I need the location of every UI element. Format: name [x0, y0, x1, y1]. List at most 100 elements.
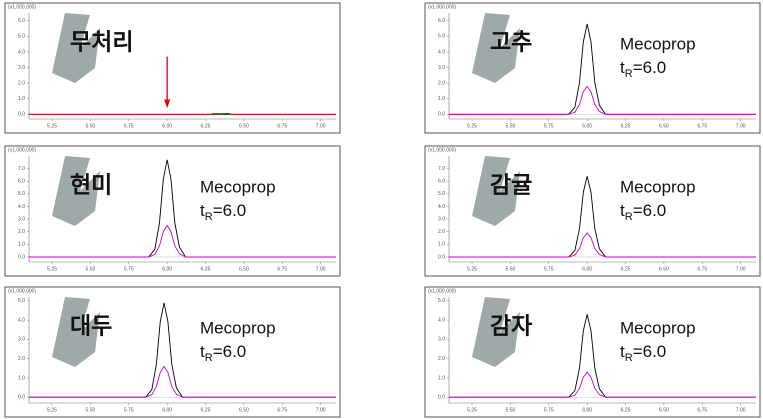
compound-label: Mecoprop: [200, 177, 276, 196]
x-tick-label: 5.25: [467, 407, 477, 413]
y-unit: (x1,000,000): [8, 4, 36, 10]
y-tick-label: 0.0: [438, 254, 445, 260]
trace: [29, 112, 336, 115]
x-tick-label: 5.50: [86, 407, 96, 413]
y-tick-label: 2.0: [18, 229, 25, 235]
y-unit: (x1,000,000): [8, 288, 36, 294]
x-tick-label: 6.00: [162, 123, 172, 129]
trace: [29, 365, 336, 398]
x-tick-label: 7.00: [736, 407, 746, 413]
y-tick-label: 5.0: [438, 191, 445, 197]
x-tick-label: 5.75: [124, 407, 134, 413]
x-tick-label: 6.00: [162, 407, 172, 413]
x-tick-label: 5.25: [467, 266, 477, 272]
x-tick-label: 6.75: [277, 123, 287, 129]
compound-label: Mecoprop: [620, 318, 696, 337]
x-tick-label: 6.25: [201, 266, 211, 272]
x-tick-label: 6.00: [582, 123, 592, 129]
y-tick-label: 3.0: [438, 216, 445, 222]
y-tick-label: 0.0: [18, 112, 25, 118]
y-tick-label: 7.0: [438, 166, 445, 172]
y-tick-label: 3.0: [18, 337, 25, 343]
retention-subscript: R: [205, 211, 213, 223]
x-tick-label: 7.00: [736, 123, 746, 129]
x-tick-label: 7.00: [736, 266, 746, 272]
x-tick-label: 5.75: [124, 266, 134, 272]
retention-label: tR=6.0: [620, 58, 666, 79]
retention-value: =6.0: [633, 201, 667, 220]
trace: [449, 23, 756, 115]
y-tick-label: 6.0: [438, 18, 445, 24]
trace: [449, 85, 756, 115]
brush-stroke: [52, 297, 100, 367]
y-tick-label: 0.0: [18, 395, 25, 401]
retention-subscript: R: [625, 68, 633, 80]
y-tick-label: 5.0: [18, 298, 25, 304]
x-tick-label: 5.50: [86, 123, 96, 129]
x-tick-label: 5.25: [467, 123, 477, 129]
trace: [29, 302, 336, 398]
y-tick-label: 1.0: [438, 375, 445, 381]
retention-value: =6.0: [633, 58, 667, 77]
y-unit: (x1,000,000): [428, 147, 456, 153]
trace: [29, 159, 336, 258]
y-unit: (x1,000,000): [428, 4, 456, 10]
trace: [29, 224, 336, 258]
panel-title: 감자: [490, 314, 532, 340]
y-tick-label: 3.0: [438, 337, 445, 343]
x-tick-label: 5.75: [544, 266, 554, 272]
brush-stroke: [52, 156, 100, 226]
y-tick-label: 1.0: [438, 242, 445, 248]
x-tick-label: 5.75: [544, 407, 554, 413]
y-tick-label: 2.0: [18, 80, 25, 86]
y-tick-label: 4.0: [18, 204, 25, 210]
x-tick-label: 5.25: [47, 266, 57, 272]
y-unit: (x1,000,000): [428, 288, 456, 294]
x-tick-label: 6.50: [239, 407, 249, 413]
retention-label: tR=6.0: [200, 342, 246, 363]
x-tick-label: 6.75: [277, 266, 287, 272]
x-tick-label: 5.50: [506, 266, 516, 272]
retention-subscript: R: [205, 352, 213, 364]
panel-title: 대두: [70, 314, 112, 340]
x-tick-label: 5.75: [124, 123, 134, 129]
y-tick-label: 3.0: [18, 216, 25, 222]
brush-stroke: [472, 156, 520, 226]
x-tick-label: 6.00: [582, 407, 592, 413]
x-tick-label: 6.25: [621, 266, 631, 272]
brush-stroke: [472, 297, 520, 367]
x-tick-label: 7.00: [316, 123, 326, 129]
x-tick-label: 6.25: [621, 407, 631, 413]
retention-label: tR=6.0: [200, 201, 246, 222]
retention-symbol: t: [620, 342, 625, 361]
y-tick-label: 2.0: [438, 356, 445, 362]
x-tick-label: 6.75: [697, 407, 707, 413]
y-tick-label: 6.0: [18, 18, 25, 24]
brush-stroke: [472, 13, 520, 83]
retention-symbol: t: [200, 201, 205, 220]
trace: [449, 371, 756, 398]
retention-symbol: t: [620, 201, 625, 220]
x-tick-label: 7.00: [316, 407, 326, 413]
y-tick-label: 5.0: [438, 34, 445, 40]
retention-value: =6.0: [213, 201, 247, 220]
y-tick-label: 4.0: [18, 317, 25, 323]
y-tick-label: 6.0: [438, 179, 445, 185]
y-tick-label: 4.0: [438, 317, 445, 323]
x-tick-label: 6.50: [659, 123, 669, 129]
y-tick-label: 6.0: [18, 179, 25, 185]
compound-label: Mecoprop: [620, 34, 696, 53]
x-tick-label: 5.25: [47, 407, 57, 413]
panel-title: 현미: [70, 173, 112, 199]
y-tick-label: 0.0: [18, 254, 25, 260]
y-tick-label: 1.0: [18, 242, 25, 248]
trace: [449, 314, 756, 398]
y-tick-label: 5.0: [18, 34, 25, 40]
y-tick-label: 3.0: [438, 65, 445, 71]
x-tick-label: 6.75: [697, 123, 707, 129]
retention-symbol: t: [620, 58, 625, 77]
retention-label: tR=6.0: [620, 342, 666, 363]
panel-title: 감귤: [490, 173, 532, 199]
x-tick-label: 5.50: [506, 407, 516, 413]
